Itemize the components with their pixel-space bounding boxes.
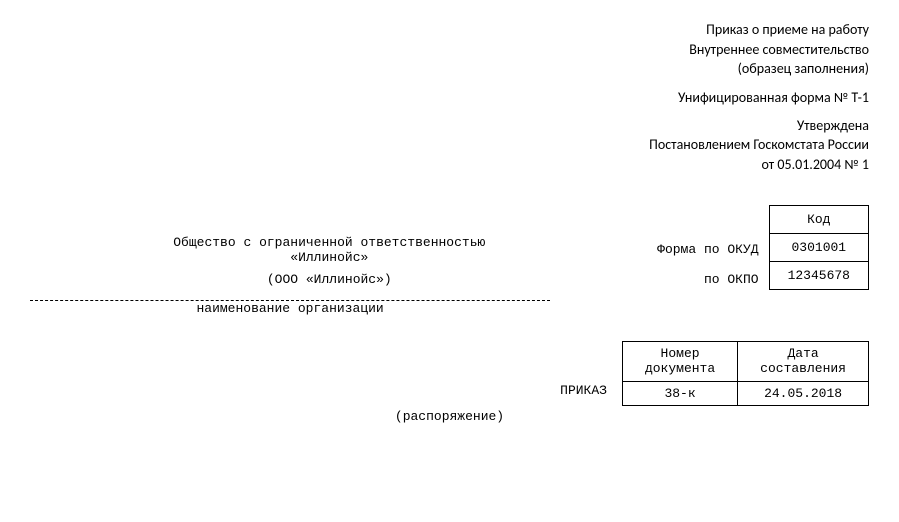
header-line-3: (образец заполнения) — [30, 59, 869, 79]
doc-number-value: 38-к — [622, 381, 737, 405]
org-caption: наименование организации — [30, 301, 550, 316]
doc-number-header: Номердокумента — [622, 341, 737, 381]
doc-date-header: Датасоставления — [738, 341, 869, 381]
code-table: Код 0301001 12345678 — [769, 205, 869, 290]
header-line-2: Внутреннее совместительство — [30, 40, 869, 60]
document-table: Номердокумента Датасоставления 38-к 24.0… — [622, 341, 869, 406]
okpo-label: по ОКПО — [639, 272, 769, 287]
approval-line-3: от 05.01.2004 № 1 — [30, 155, 869, 175]
approval-line-2: Постановлением Госкомстата России — [30, 135, 869, 155]
doc-date-value: 24.05.2018 — [738, 381, 869, 405]
form-title: Унифицированная форма № Т-1 — [30, 89, 869, 106]
org-name-line-1: Общество с ограниченной ответственностью — [173, 235, 485, 250]
approval-line-1: Утверждена — [30, 116, 869, 136]
header-line-1: Приказ о приеме на работу — [30, 20, 869, 40]
okpo-value: 12345678 — [769, 261, 868, 289]
org-name-line-2: «Иллинойс» — [290, 250, 368, 265]
code-header: Код — [769, 205, 868, 233]
okud-value: 0301001 — [769, 233, 868, 261]
org-name-line-3: (ООО «Иллинойс») — [267, 272, 392, 287]
order-label: ПРИКАЗ — [560, 383, 622, 406]
okud-label: Форма по ОКУД — [639, 242, 769, 257]
disposition-label: (распоряжение) — [30, 409, 869, 424]
